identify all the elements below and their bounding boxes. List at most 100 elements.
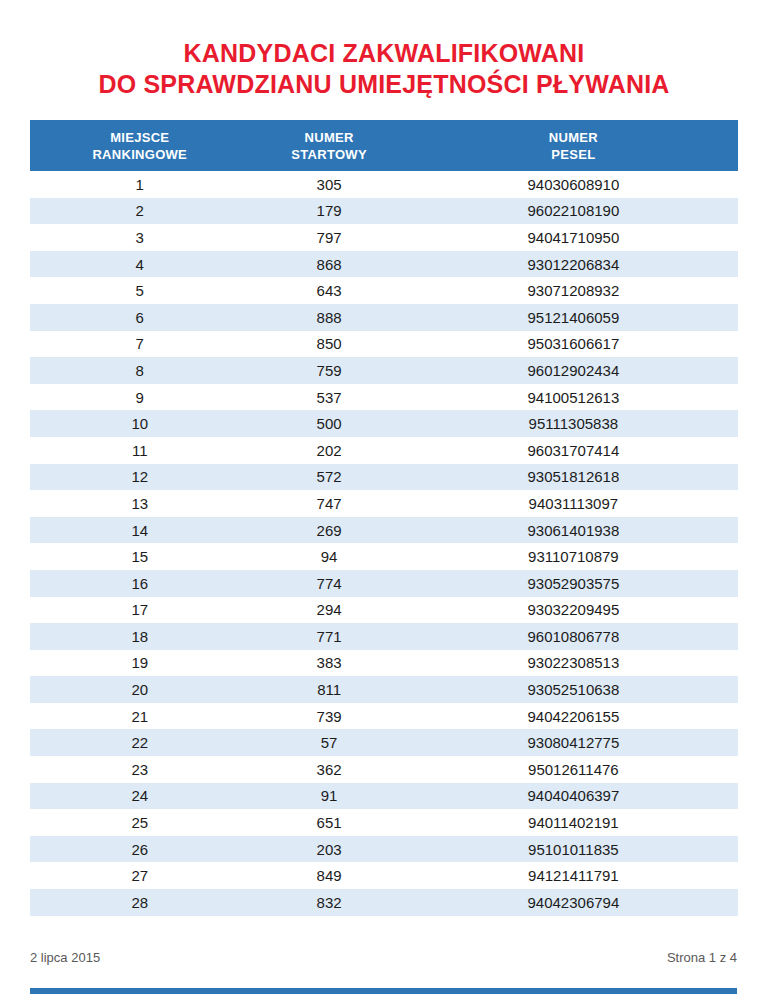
pesel-cell: 93032209495 <box>409 597 738 624</box>
start-number-cell: 811 <box>249 676 408 703</box>
table-row: 249194040406397 <box>30 783 738 810</box>
start-number-cell: 91 <box>249 783 408 810</box>
start-number-cell: 203 <box>249 836 408 863</box>
rank-cell: 3 <box>30 224 249 251</box>
pesel-cell: 94031113097 <box>409 490 738 517</box>
rank-cell: 5 <box>30 277 249 304</box>
start-number-cell: 797 <box>249 224 408 251</box>
candidates-table: MIEJSCE RANKINGOWE NUMER STARTOWY NUMER … <box>30 120 738 916</box>
start-number-cell: 179 <box>249 198 408 225</box>
table-row: 1729493032209495 <box>30 597 738 624</box>
pesel-cell: 94030608910 <box>409 171 738 198</box>
column-header-pesel: NUMER PESEL <box>409 120 738 171</box>
rank-cell: 18 <box>30 623 249 650</box>
rank-cell: 6 <box>30 304 249 331</box>
rank-cell: 8 <box>30 357 249 384</box>
table-row: 379794041710950 <box>30 224 738 251</box>
rank-cell: 23 <box>30 756 249 783</box>
start-number-cell: 362 <box>249 756 408 783</box>
start-number-cell: 774 <box>249 570 408 597</box>
start-number-cell: 383 <box>249 650 408 677</box>
table-row: 2336295012611476 <box>30 756 738 783</box>
rank-cell: 15 <box>30 543 249 570</box>
table-row: 1120296031707414 <box>30 437 738 464</box>
start-number-cell: 651 <box>249 809 408 836</box>
start-number-cell: 832 <box>249 889 408 916</box>
table-row: 1374794031113097 <box>30 490 738 517</box>
rank-cell: 21 <box>30 703 249 730</box>
table-row: 2081193052510638 <box>30 676 738 703</box>
table-row: 953794100512613 <box>30 384 738 411</box>
pesel-cell: 96012902434 <box>409 357 738 384</box>
start-number-cell: 868 <box>249 251 408 278</box>
start-number-cell: 537 <box>249 384 408 411</box>
table-row: 2620395101011835 <box>30 836 738 863</box>
start-number-cell: 643 <box>249 277 408 304</box>
column-header-rank: MIEJSCE RANKINGOWE <box>30 120 249 171</box>
pesel-cell: 95101011835 <box>409 836 738 863</box>
pesel-cell: 93052510638 <box>409 676 738 703</box>
pesel-cell: 96022108190 <box>409 198 738 225</box>
column-header-start-line1: NUMER <box>249 129 408 146</box>
table-row: 1426993061401938 <box>30 517 738 544</box>
pesel-cell: 94042306794 <box>409 889 738 916</box>
column-header-rank-line2: RANKINGOWE <box>30 146 249 163</box>
table-header-row: MIEJSCE RANKINGOWE NUMER STARTOWY NUMER … <box>30 120 738 171</box>
start-number-cell: 849 <box>249 862 408 889</box>
start-number-cell: 850 <box>249 331 408 358</box>
table-row: 785095031606617 <box>30 331 738 358</box>
page-title: KANDYDACI ZAKWALIFIKOWANI DO SPRAWDZIANU… <box>0 38 768 100</box>
start-number-cell: 500 <box>249 410 408 437</box>
start-number-cell: 269 <box>249 517 408 544</box>
table-row: 486893012206834 <box>30 251 738 278</box>
start-number-cell: 759 <box>249 357 408 384</box>
column-header-start-line2: STARTOWY <box>249 146 408 163</box>
pesel-cell: 93012206834 <box>409 251 738 278</box>
pesel-cell: 96031707414 <box>409 437 738 464</box>
rank-cell: 4 <box>30 251 249 278</box>
page-title-line2: DO SPRAWDZIANU UMIEJĘTNOŚCI PŁYWANIA <box>0 69 768 100</box>
rank-cell: 13 <box>30 490 249 517</box>
start-number-cell: 202 <box>249 437 408 464</box>
pesel-cell: 96010806778 <box>409 623 738 650</box>
rank-cell: 22 <box>30 729 249 756</box>
rank-cell: 16 <box>30 570 249 597</box>
start-number-cell: 94 <box>249 543 408 570</box>
table-row: 225793080412775 <box>30 729 738 756</box>
rank-cell: 9 <box>30 384 249 411</box>
column-header-rank-line1: MIEJSCE <box>30 129 249 146</box>
pesel-cell: 94042206155 <box>409 703 738 730</box>
table-row: 130594030608910 <box>30 171 738 198</box>
next-page-header-strip <box>30 988 737 994</box>
pesel-cell: 94100512613 <box>409 384 738 411</box>
rank-cell: 19 <box>30 650 249 677</box>
pesel-cell: 95121406059 <box>409 304 738 331</box>
start-number-cell: 57 <box>249 729 408 756</box>
rank-cell: 2 <box>30 198 249 225</box>
column-header-start-number: NUMER STARTOWY <box>249 120 408 171</box>
rank-cell: 12 <box>30 464 249 491</box>
rank-cell: 20 <box>30 676 249 703</box>
table-header: MIEJSCE RANKINGOWE NUMER STARTOWY NUMER … <box>30 120 738 171</box>
table-row: 1877196010806778 <box>30 623 738 650</box>
start-number-cell: 294 <box>249 597 408 624</box>
pesel-cell: 95012611476 <box>409 756 738 783</box>
table-row: 2173994042206155 <box>30 703 738 730</box>
pesel-cell: 94041710950 <box>409 224 738 251</box>
rank-cell: 26 <box>30 836 249 863</box>
rank-cell: 24 <box>30 783 249 810</box>
table-row: 875996012902434 <box>30 357 738 384</box>
start-number-cell: 888 <box>249 304 408 331</box>
pesel-cell: 93080412775 <box>409 729 738 756</box>
pesel-cell: 93110710879 <box>409 543 738 570</box>
table-row: 564393071208932 <box>30 277 738 304</box>
table-row: 159493110710879 <box>30 543 738 570</box>
rank-cell: 10 <box>30 410 249 437</box>
column-header-pesel-line1: NUMER <box>409 129 738 146</box>
start-number-cell: 771 <box>249 623 408 650</box>
table-row: 688895121406059 <box>30 304 738 331</box>
pesel-cell: 94121411791 <box>409 862 738 889</box>
rank-cell: 17 <box>30 597 249 624</box>
rank-cell: 1 <box>30 171 249 198</box>
pesel-cell: 93071208932 <box>409 277 738 304</box>
